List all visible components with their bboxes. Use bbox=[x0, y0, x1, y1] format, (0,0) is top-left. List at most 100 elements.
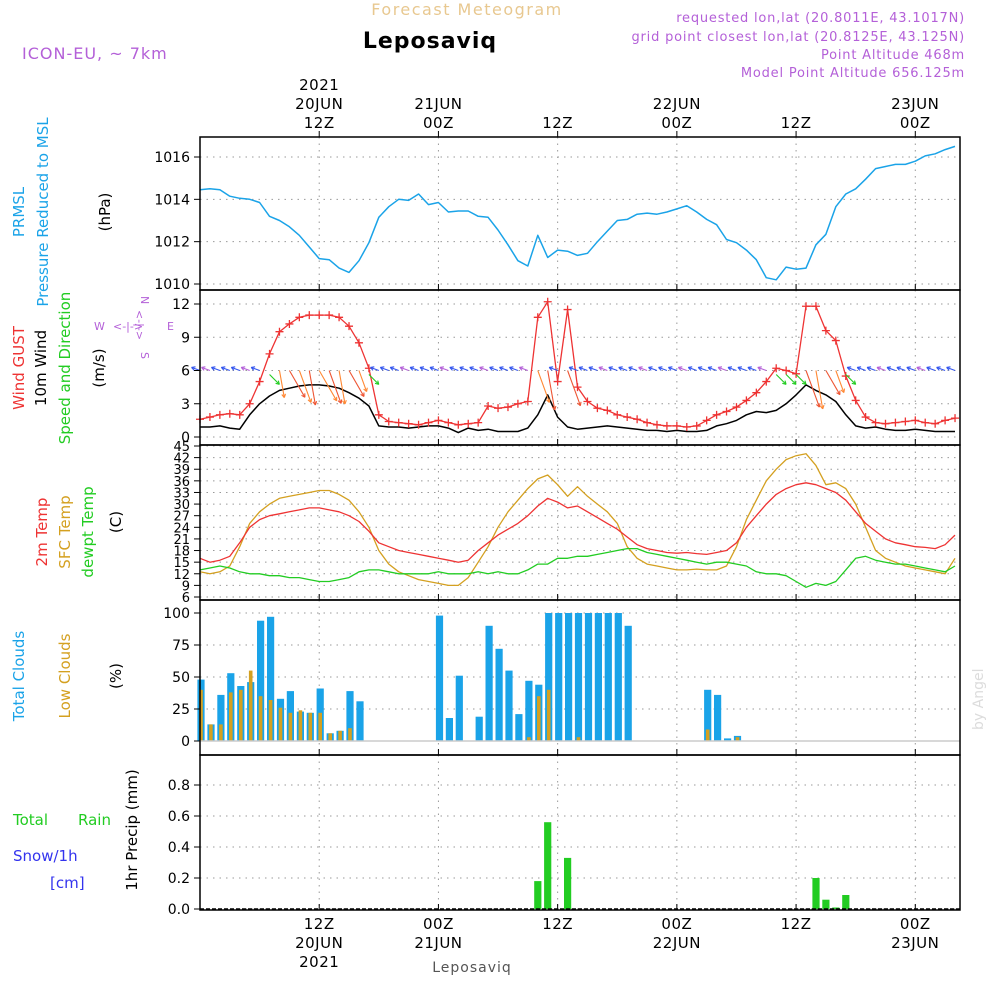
wind-gust-marker bbox=[305, 311, 314, 320]
compass-north: N bbox=[138, 296, 151, 304]
wind-compass: N <-|-> S W <-|-> E bbox=[94, 296, 174, 359]
wind-direction-arrow bbox=[876, 366, 886, 372]
dewpoint-line bbox=[199, 547, 956, 588]
wind-gust-marker bbox=[672, 421, 681, 430]
precip-y-tick-label: 0.6 bbox=[168, 809, 190, 825]
wind-direction-arrowhead bbox=[916, 366, 921, 371]
wind-gust-marker bbox=[384, 417, 393, 426]
low-clouds-bar bbox=[318, 712, 322, 741]
temp-y-tick-label: 33 bbox=[173, 486, 190, 501]
wind-direction-arrowhead bbox=[342, 400, 347, 405]
wind-gust-marker bbox=[792, 369, 801, 378]
wind-direction-arrow bbox=[845, 374, 857, 385]
total-clouds-bar bbox=[356, 701, 364, 741]
wind-gust-marker bbox=[762, 377, 771, 386]
wind-direction-arrowhead bbox=[906, 366, 911, 371]
temp-y-tick-label: 15 bbox=[173, 556, 190, 571]
wind-direction-arrow bbox=[338, 370, 346, 405]
wind-y-tick-label: 12 bbox=[172, 297, 190, 313]
wind-direction-arrow bbox=[370, 366, 380, 372]
wind-direction-arrowhead bbox=[840, 388, 846, 394]
total-clouds-bar bbox=[257, 620, 265, 741]
wind-gust-marker bbox=[205, 413, 214, 422]
wind-direction-arrowhead bbox=[275, 380, 280, 385]
wind-direction-arrowhead bbox=[876, 366, 882, 371]
temp-y-tick-label: 24 bbox=[173, 521, 190, 536]
wind-gust-marker bbox=[931, 419, 940, 428]
wind-direction-arrowhead bbox=[389, 366, 395, 371]
temp-y-tick-label: 39 bbox=[173, 463, 190, 478]
wind-direction-arrow bbox=[469, 366, 479, 372]
total-clouds-bar bbox=[455, 675, 463, 741]
wind-direction-arrowhead bbox=[792, 380, 797, 385]
total-clouds-bar bbox=[614, 613, 622, 741]
wind-gust-marker bbox=[911, 416, 920, 425]
wind-direction-arrowhead bbox=[598, 366, 603, 371]
low-clouds-bar bbox=[705, 729, 710, 741]
wind-direction-arrow bbox=[358, 370, 368, 392]
wind-gust-marker bbox=[484, 401, 493, 410]
precip-y-tick-label: 0.4 bbox=[168, 840, 190, 856]
temp-label-dew: dewpt Temp bbox=[79, 486, 97, 577]
wind-gust-marker bbox=[573, 383, 582, 392]
clouds-y-tick-label: 50 bbox=[172, 670, 190, 686]
temp-2m-line bbox=[199, 482, 956, 563]
wind-direction-arrowhead bbox=[886, 366, 891, 371]
time-axis-label: 00Z bbox=[661, 915, 692, 933]
wind-gust-marker bbox=[901, 417, 910, 426]
clouds-label-low: Low Clouds bbox=[56, 633, 74, 718]
wind-y-tick-label: 0 bbox=[181, 430, 190, 446]
time-axis-label: 00Z bbox=[423, 114, 454, 132]
temp-label-sfc: SFC Temp bbox=[56, 495, 74, 568]
time-axis-label: 12Z bbox=[542, 915, 573, 933]
location-title: Leposaviq bbox=[363, 29, 497, 54]
wind-gust-marker bbox=[821, 326, 830, 335]
clouds-y-tick-label: 0 bbox=[181, 734, 190, 750]
total-clouds-bar bbox=[495, 648, 503, 741]
wind-direction-arrow bbox=[648, 366, 658, 372]
wind-direction-arrow bbox=[400, 366, 409, 372]
time-axis-label: 00Z bbox=[423, 915, 454, 933]
total-clouds-bar bbox=[624, 625, 632, 741]
wind-direction-arrowhead bbox=[469, 366, 474, 371]
wind-gust-marker bbox=[652, 420, 661, 429]
wind-direction-arrowhead bbox=[191, 366, 196, 371]
time-axis-label: 12Z bbox=[781, 114, 812, 132]
wind-direction-arrow bbox=[368, 374, 380, 385]
low-clouds-bar bbox=[209, 724, 213, 741]
low-clouds-bar bbox=[258, 696, 263, 741]
wind-gust-marker bbox=[603, 406, 612, 415]
wind-direction-arrowhead bbox=[509, 366, 514, 371]
temp-y-tick-label: 27 bbox=[173, 510, 190, 525]
wind-gust-marker bbox=[255, 377, 264, 386]
wind-gust-marker bbox=[861, 413, 870, 422]
time-axis-label: 12Z bbox=[304, 114, 335, 132]
wind-direction-arrowhead bbox=[548, 366, 554, 371]
wind-direction-arrow bbox=[269, 374, 280, 385]
wind-direction-arrowhead bbox=[936, 366, 941, 371]
sfc-temp-line bbox=[199, 453, 956, 587]
wind-direction-arrow bbox=[348, 370, 365, 397]
wind-direction-arrow bbox=[318, 370, 338, 402]
wind-gust-marker bbox=[891, 418, 900, 427]
time-axis-label: 20JUN bbox=[295, 95, 343, 113]
wind-direction-arrowhead bbox=[307, 398, 313, 403]
rain-bar bbox=[534, 881, 542, 909]
wind-gust-marker bbox=[543, 297, 552, 306]
wind-direction-arrow bbox=[757, 366, 767, 372]
time-axis-label: 22JUN bbox=[653, 934, 701, 952]
wind-gust-marker bbox=[772, 364, 781, 373]
wind-label-dir: Speed and Direction bbox=[56, 292, 74, 445]
wind-gust-marker bbox=[742, 396, 751, 405]
low-clouds-bar bbox=[298, 710, 303, 741]
wind-unit: (m/s) bbox=[90, 348, 108, 387]
wind-direction-arrowhead bbox=[846, 366, 852, 371]
pressure-y-tick-label: 1014 bbox=[154, 192, 190, 208]
temp-panel-frame bbox=[199, 444, 961, 601]
wind-direction-arrowhead bbox=[757, 366, 762, 371]
total-clouds-bar bbox=[475, 716, 483, 741]
total-clouds-bar bbox=[505, 670, 513, 741]
wind-gust-marker bbox=[921, 418, 930, 427]
wind-direction-arrowhead bbox=[648, 366, 653, 371]
